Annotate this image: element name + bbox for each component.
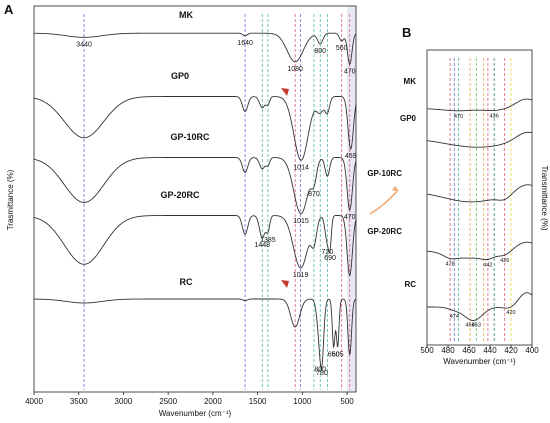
plot-frame [426,49,533,346]
peak-label-1640: 1640 [237,40,253,47]
x-tick-label-460: 460 [462,346,476,355]
peak-label-474: 474 [450,314,459,320]
series-line-gp-10rc [426,184,533,203]
series-line-mk [426,98,533,112]
series-label-gp0: GP0 [400,114,417,123]
zoom-callout-arrow [369,186,399,215]
peak-label-470: 470 [344,214,356,221]
x-tick-label-400: 400 [525,346,539,355]
arrowhead-marker [281,280,289,288]
x-tick-label-1000: 1000 [293,397,311,406]
peak-label-780: 780 [316,370,328,377]
series-line-gp0 [33,96,357,161]
x-tick-label-500: 500 [420,346,434,355]
peak-label-1015: 1015 [293,218,309,225]
peak-label-470: 470 [454,114,463,120]
x-tick-label-480: 480 [441,346,455,355]
x-tick-label-3000: 3000 [115,397,133,406]
x-tick-label-500: 500 [340,397,354,406]
peak-label-1448: 1448 [254,242,270,249]
peak-label-1080: 1080 [287,66,303,73]
series-label-gp-20rc: GP-20RC [160,190,200,200]
peak-label-3440: 3440 [76,41,92,48]
peak-label-442: 442 [483,262,492,268]
peak-label-1019: 1019 [293,272,309,279]
panel-letter-a: A [4,2,14,17]
peak-label-870: 870 [308,191,320,198]
series-label-gp0: GP0 [171,71,189,81]
y-axis-label: Trasmittance (%) [6,169,15,230]
peak-label-800: 800 [314,48,326,55]
callout-arrow-line [369,189,399,215]
x-tick-label-3500: 3500 [70,397,88,406]
peak-label-459: 459 [465,323,474,329]
peak-label-720: 720 [322,249,334,256]
plot-frame [33,5,357,393]
series-label-gp-20rc: GP-20RC [367,227,402,236]
panel-b-chart: 500 480 460 440 420 400 Wavenumber (cm⁻¹) MK GP0… [367,49,549,366]
x-tick-label-4000: 4000 [25,397,43,406]
series-label-gp-10rc: GP-10RC [170,132,210,142]
peak-label-690: 690 [324,255,336,262]
peak-label-650: 650 [328,352,340,359]
series-label-mk: MK [179,10,193,20]
peak-label-1014: 1014 [293,164,309,171]
peak-label-459: 459 [345,153,357,160]
x-tick-label-2500: 2500 [159,397,177,406]
series-line-rc [33,298,357,371]
series-line-mk [33,32,357,66]
series-line-gp-20rc [426,241,533,261]
peak-label-800: 800 [314,366,326,373]
y-axis-label-b: Transmittance (%) [540,165,549,230]
series-line-rc [427,292,533,321]
panel-letter-b: B [402,25,411,40]
peak-label-436: 436 [490,113,499,119]
x-tick-label-440: 440 [483,346,497,355]
peak-label-453: 453 [472,323,481,329]
x-tick-label-1500: 1500 [249,397,267,406]
peak-label-470: 470 [344,68,356,75]
peak-label-1385: 1385 [260,237,276,244]
peak-label-426: 426 [500,258,509,264]
x-tick-label-420: 420 [504,346,518,355]
x-tick-label-2000: 2000 [204,397,222,406]
series-label-mk: MK [404,77,417,86]
x-axis-label: Wavenumber (cm⁻¹) [443,357,516,366]
x-axis-label: Wavenumber (cm⁻¹) [159,409,232,418]
arrowhead-marker [281,88,289,96]
series-label-rc: RC [180,277,193,287]
series-line-gp-10rc [33,157,357,215]
peak-label-478: 478 [446,262,455,268]
series-label-rc: RC [404,280,416,289]
series-label-gp-10rc: GP-10RC [367,169,402,178]
series-line-gp-20rc [33,215,357,277]
panel-a-chart: 4000 3500 3000 2500 2000 1500 1000 500 Wavenumbe… [6,5,357,418]
peak-label-560: 560 [336,45,348,52]
peak-label-605: 605 [332,352,344,359]
peak-label-420: 420 [506,310,515,316]
series-line-gp0 [426,131,533,148]
callout-arrow-head [392,186,398,191]
